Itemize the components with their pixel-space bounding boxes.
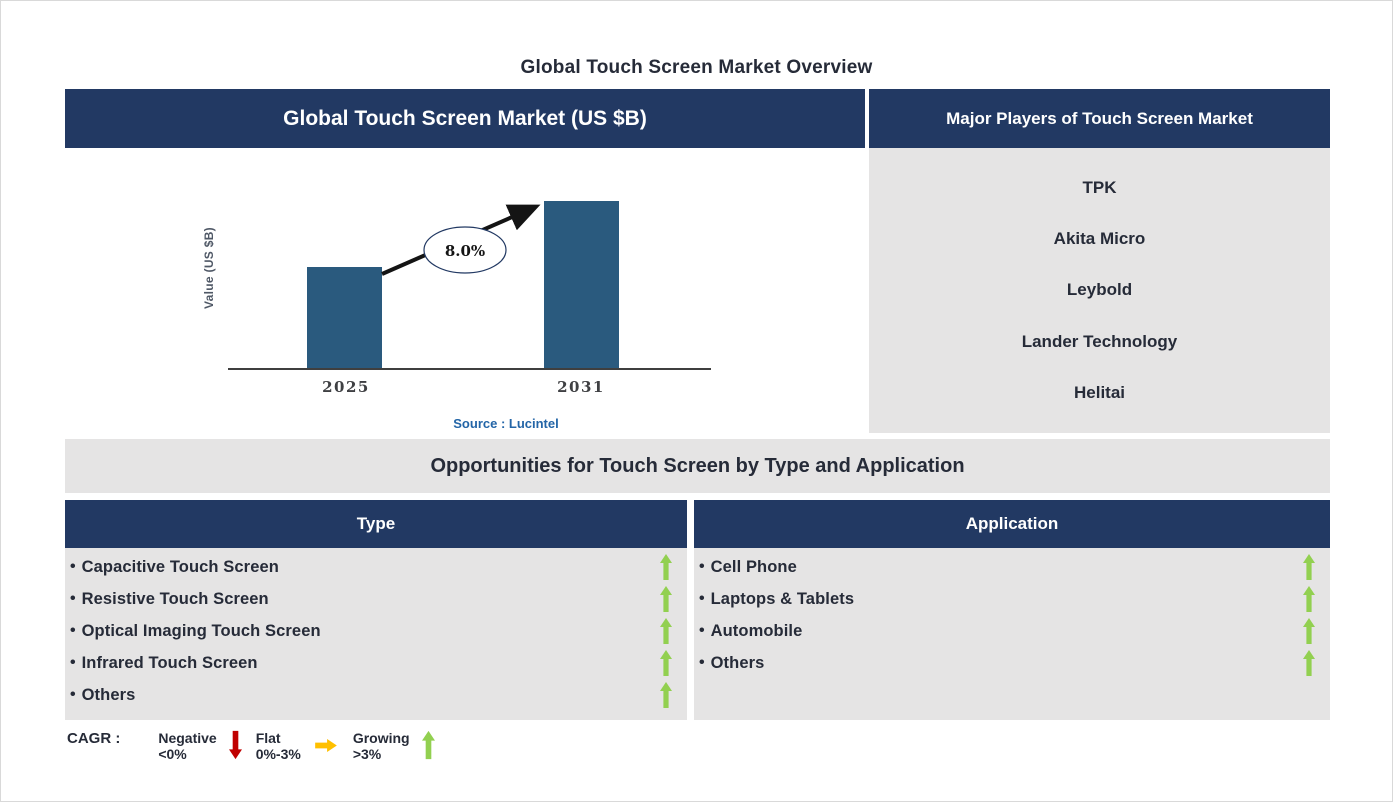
- major-players-header: Major Players of Touch Screen Market: [869, 89, 1330, 148]
- bullet-icon: •: [70, 622, 76, 639]
- list-item: • Optical Imaging Touch Screen: [70, 615, 672, 647]
- x-tick-2025: 2025: [322, 378, 370, 396]
- source-note: Source : Lucintel: [453, 416, 559, 431]
- up-arrow-icon: [660, 682, 672, 708]
- bullet-icon: •: [699, 590, 705, 607]
- application-panel-header: Application: [694, 500, 1330, 548]
- list-item: • Others: [699, 647, 1315, 679]
- player-name: Lander Technology: [1021, 331, 1178, 351]
- bullet-icon: •: [70, 558, 76, 575]
- list-item: • Infrared Touch Screen: [70, 647, 672, 679]
- player-name: TPK: [1082, 177, 1117, 197]
- type-panel-header: Type: [65, 500, 687, 548]
- bullet-icon: •: [699, 654, 705, 671]
- market-chart-header: Global Touch Screen Market (US $B): [65, 89, 865, 148]
- cagr-arrow-annotation: 8.0%: [381, 204, 541, 276]
- up-arrow-icon: [660, 618, 672, 644]
- up-arrow-icon: [1303, 618, 1315, 644]
- cagr-legend: CAGR : Negative <0% Flat 0%-3% Growing >…: [67, 730, 449, 762]
- list-item: • Laptops & Tablets: [699, 583, 1315, 615]
- up-arrow-icon: [1303, 650, 1315, 676]
- up-arrow-icon: [421, 730, 435, 760]
- major-players-header-label: Major Players of Touch Screen Market: [946, 108, 1253, 128]
- market-chart-header-label: Global Touch Screen Market (US $B): [283, 106, 647, 130]
- up-arrow-icon: [1303, 554, 1315, 580]
- application-header-label: Application: [965, 514, 1059, 533]
- bullet-icon: •: [699, 622, 705, 639]
- up-arrow-icon: [660, 586, 672, 612]
- right-arrow-icon: [314, 739, 337, 752]
- up-arrow-icon: [660, 554, 672, 580]
- opportunities-band-title: Opportunities for Touch Screen by Type a…: [430, 454, 965, 477]
- x-axis-line: [228, 368, 711, 370]
- legend-item-growing: Growing >3%: [353, 730, 449, 762]
- cagr-legend-label: CAGR :: [67, 730, 121, 747]
- player-name: Leybold: [1066, 280, 1133, 300]
- down-arrow-icon: [228, 730, 242, 760]
- player-name: Helitai: [1073, 383, 1126, 403]
- market-bar-chart: Value (US $B) 8.0% 2025 2031 Source : Lu…: [65, 148, 865, 439]
- legend-item-flat: Flat 0%-3%: [256, 730, 353, 762]
- type-header-label: Type: [356, 514, 396, 533]
- up-arrow-icon: [660, 650, 672, 676]
- bullet-icon: •: [70, 686, 76, 703]
- type-list: • Capacitive Touch Screen • Resistive To…: [65, 548, 687, 720]
- bullet-icon: •: [699, 558, 705, 575]
- list-item: • Others: [70, 679, 672, 711]
- x-tick-2031: 2031: [557, 378, 605, 396]
- bar-2025: [307, 267, 382, 368]
- player-name: Akita Micro: [1053, 229, 1146, 249]
- bullet-icon: •: [70, 590, 76, 607]
- list-item: • Cell Phone: [699, 551, 1315, 583]
- major-players-list: TPK Akita Micro Leybold Lander Technolog…: [869, 148, 1330, 433]
- cagr-value: 8.0%: [445, 242, 485, 260]
- page-title: Global Touch Screen Market Overview: [520, 57, 873, 78]
- list-item: • Resistive Touch Screen: [70, 583, 672, 615]
- list-item: • Automobile: [699, 615, 1315, 647]
- opportunities-band: Opportunities for Touch Screen by Type a…: [65, 439, 1330, 493]
- cagr-bubble: [423, 226, 507, 274]
- application-list: • Cell Phone • Laptops & Tablets • Autom…: [694, 548, 1330, 720]
- up-arrow-icon: [1303, 586, 1315, 612]
- legend-item-negative: Negative <0%: [158, 730, 255, 762]
- list-item: • Capacitive Touch Screen: [70, 551, 672, 583]
- bullet-icon: •: [70, 654, 76, 671]
- bar-2031: [544, 201, 619, 368]
